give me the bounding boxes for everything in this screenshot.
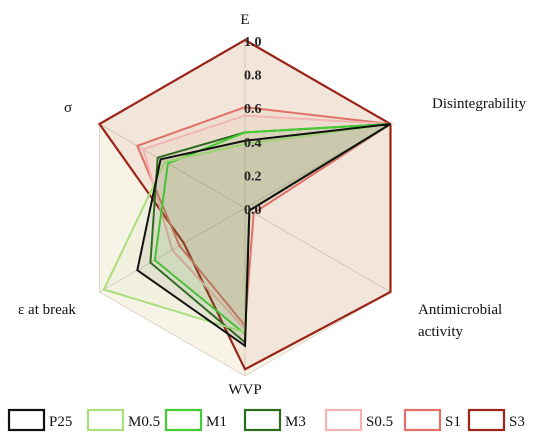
legend-label: M1: [206, 414, 227, 430]
legend-swatch: [324, 408, 363, 432]
series-p25: [136, 123, 392, 348]
axis-label: Antimicrobial activity: [418, 302, 502, 340]
legend-label: S0.5: [366, 414, 393, 430]
legend-swatch: [7, 408, 46, 432]
legend: P25 M0.5 M1 M3 S0.5 S1 S3: [7, 408, 525, 432]
axis-label: ε at break: [18, 302, 76, 318]
radial-tick-label: 0.8: [244, 69, 262, 84]
axis-label: Disintegrability: [432, 96, 527, 112]
axis-label: E: [240, 12, 249, 28]
legend-item: P25: [7, 408, 72, 432]
legend-item: M0.5: [86, 408, 160, 432]
legend-label: S3: [509, 414, 525, 430]
grid-spoke: [244, 207, 391, 293]
axis-label: σ: [64, 100, 72, 116]
radial-tick-label: 0.0: [244, 203, 262, 218]
legend-label: M0.5: [128, 414, 160, 430]
legend-swatch: [86, 408, 125, 432]
legend-swatch: [467, 408, 506, 432]
legend-item: S0.5: [324, 408, 393, 432]
legend-item: M3: [243, 408, 306, 432]
axis-labels: E Disintegrability Antimicrobial activity WV…: [18, 12, 527, 398]
radial-tick-label: 0.2: [244, 169, 262, 184]
grid-spoke: [99, 123, 246, 209]
radial-tick-label: 0.6: [244, 102, 262, 117]
legend-label: P25: [49, 414, 72, 430]
radial-tick-labels: 0.0 0.2 0.4 0.6 0.8 1.0: [244, 35, 262, 218]
axis-label: WVP: [228, 382, 261, 398]
legend-swatch: [164, 408, 203, 432]
legend-label: M3: [285, 414, 306, 430]
legend-swatch: [403, 408, 442, 432]
legend-swatch: [243, 408, 282, 432]
radial-tick-label: 1.0: [244, 35, 262, 50]
legend-item: S3: [467, 408, 525, 432]
radial-tick-label: 0.4: [244, 136, 262, 151]
legend-item: M1: [164, 408, 227, 432]
legend-label: S1: [445, 414, 461, 430]
series-layer: [97, 38, 394, 371]
legend-item: S1: [403, 408, 461, 432]
